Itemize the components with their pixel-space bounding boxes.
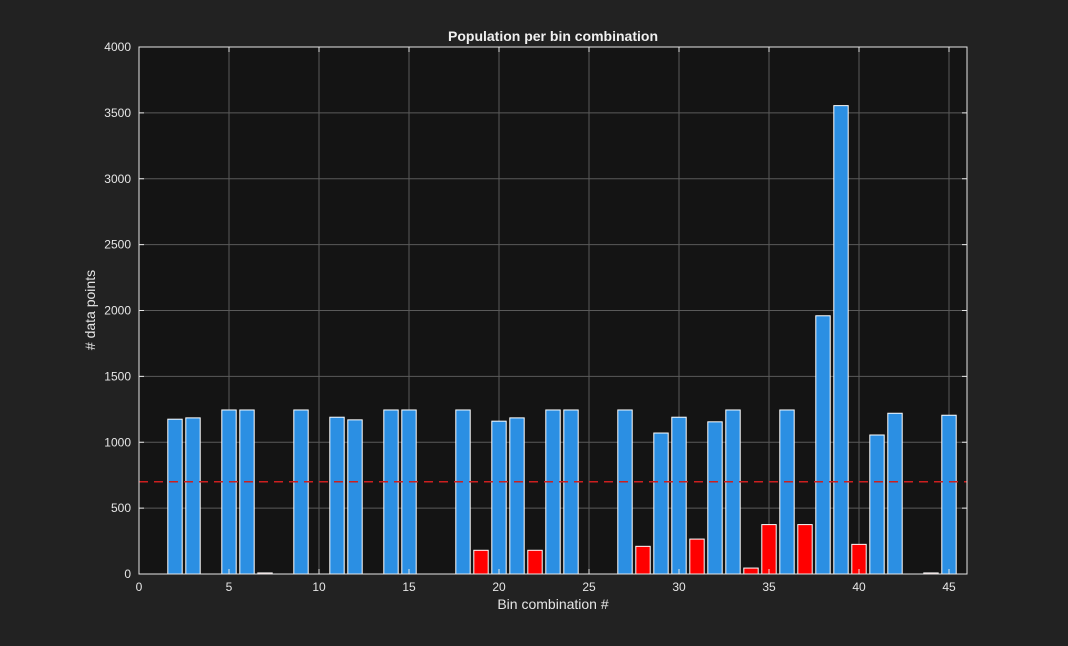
bar: [167, 418, 183, 575]
y-tick-label: 1000: [104, 435, 131, 449]
bar: [797, 524, 813, 575]
bars: [167, 105, 957, 575]
bar: [833, 105, 849, 575]
bar: [653, 432, 669, 575]
x-tick-label: 25: [582, 580, 596, 594]
bar: [239, 409, 255, 575]
bar: [293, 409, 309, 575]
bar: [491, 420, 507, 575]
bar: [725, 409, 741, 575]
y-tick-label: 4000: [104, 40, 131, 54]
bar: [221, 409, 237, 575]
bar: [869, 434, 885, 575]
x-tick-labels: 0 5 10 15 20 25 30 35 40 45: [136, 580, 956, 594]
x-axis-label: Bin combination #: [497, 596, 609, 612]
y-tick-label: 1500: [104, 369, 131, 383]
x-tick-label: 10: [312, 580, 326, 594]
bar: [707, 421, 723, 575]
bar: [761, 524, 777, 575]
bar: [635, 545, 651, 575]
bar: [779, 409, 795, 575]
bar: [527, 549, 543, 575]
bar: [383, 409, 399, 575]
chart-title: Population per bin combination: [448, 28, 658, 44]
x-tick-label: 5: [226, 580, 233, 594]
bar: [941, 414, 957, 575]
x-tick-label: 0: [136, 580, 143, 594]
y-tick-label: 500: [111, 501, 131, 515]
bar: [185, 417, 201, 575]
x-tick-label: 30: [672, 580, 686, 594]
bar: [815, 315, 831, 575]
x-tick-label: 35: [762, 580, 776, 594]
bar: [455, 409, 471, 575]
bar: [545, 409, 561, 575]
bar: [509, 417, 525, 575]
x-tick-label: 20: [492, 580, 506, 594]
bar: [473, 549, 489, 575]
x-tick-label: 40: [852, 580, 866, 594]
axis-ticks: [138, 46, 967, 575]
bar: [347, 419, 363, 575]
bar: [329, 416, 345, 575]
bar: [671, 416, 687, 575]
bar: [689, 538, 705, 575]
x-tick-label: 15: [402, 580, 416, 594]
y-tick-label: 3500: [104, 106, 131, 120]
bar: [743, 567, 759, 575]
bar: [401, 409, 417, 575]
x-tick-label: 45: [942, 580, 956, 594]
y-tick-label: 2500: [104, 238, 131, 252]
bar: [617, 409, 633, 575]
y-tick-label: 0: [124, 567, 131, 581]
y-tick-label: 3000: [104, 172, 131, 186]
y-axis-label: # data points: [82, 270, 98, 350]
y-tick-labels: 0 500 1000 1500 2000 2500 3000 3500 4000: [104, 40, 131, 581]
bar: [887, 412, 903, 575]
bar: [563, 409, 579, 575]
y-tick-label: 2000: [104, 304, 131, 318]
